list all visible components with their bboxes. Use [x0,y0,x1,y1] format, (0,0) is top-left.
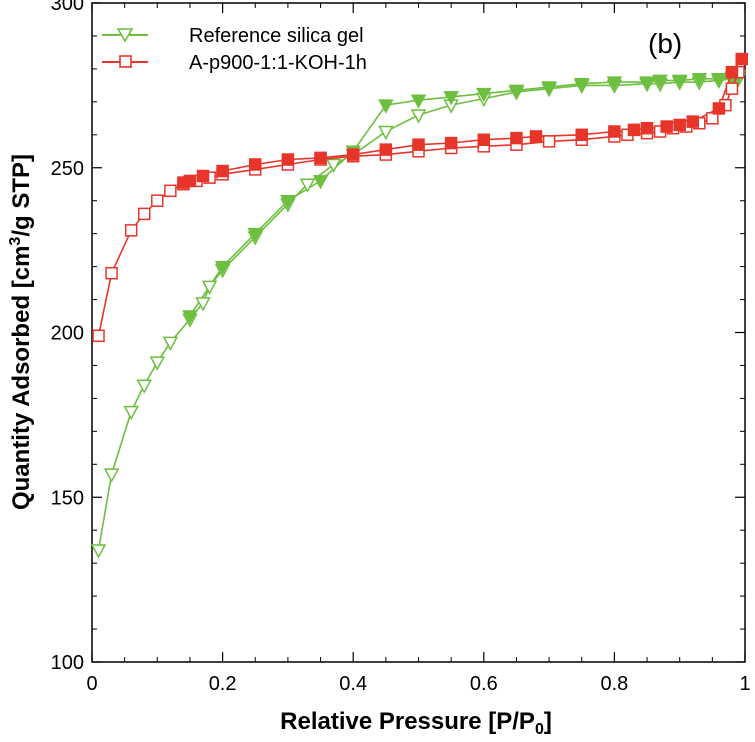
data-point-adsorption [325,158,342,174]
series-1 [92,52,748,343]
legend-label-a-p900: A-p900-1:1-KOH-1h [189,52,367,74]
data-point-adsorption [706,112,719,125]
data-point-desorption [573,77,590,93]
y-tick-label: 300 [51,0,84,15]
data-point-desorption [249,158,262,171]
data-point-desorption [281,153,295,166]
data-point-desorption [529,130,543,143]
data-point-adsorption [725,82,739,95]
data-point-desorption [660,120,673,133]
data-point-desorption [691,73,708,88]
data-point-adsorption [299,178,316,193]
data-point-adsorption [92,329,105,343]
data-point-desorption [508,84,525,99]
legend-entry-a-p900: A-p900-1:1-KOH-1h [102,52,367,74]
data-point-desorption [346,148,360,161]
data-point-desorption [639,76,655,91]
data-point-desorption [510,131,523,145]
data-point-desorption [247,227,264,243]
data-point-desorption [608,125,621,138]
y-tick-label: 150 [51,487,84,509]
data-point-adsorption [542,135,556,148]
data-point-desorption [652,74,668,90]
data-point-adsorption [124,224,138,237]
data-point-desorption [410,94,427,109]
data-point-desorption [671,74,688,90]
data-point-adsorption [201,280,218,295]
data-point-desorption [477,133,491,146]
data-point-adsorption [410,109,427,124]
data-point-desorption [379,143,393,156]
legend-marker-triangle-icon [116,28,134,43]
x-tick-label: 0.6 [470,673,498,695]
data-point-adsorption [149,356,166,371]
data-point-desorption [314,151,327,165]
data-point-adsorption [103,468,120,483]
panel-label: (b) [648,28,682,59]
data-point-desorption [216,164,229,178]
data-point-desorption [412,138,425,151]
data-point-adsorption [136,379,152,394]
data-point-desorption [725,65,739,79]
y-tick-label: 250 [51,158,84,180]
data-point-desorption [711,73,727,88]
data-point-desorption [735,52,748,66]
data-point-desorption [640,121,654,135]
y-axis-title: Quantity Adsorbed [cm3/g STP] [7,154,35,510]
data-point-adsorption [195,297,211,312]
data-point-adsorption [123,405,139,421]
data-point-desorption [443,91,459,106]
data-point-adsorption [164,184,177,198]
data-point-desorption [177,176,190,189]
data-point-desorption [673,118,686,132]
data-point-desorption [627,123,641,137]
data-point-adsorption [105,266,118,280]
series-line-desorption [189,74,739,317]
data-point-desorption [541,81,557,96]
x-tick-label: 0.4 [339,673,367,695]
x-tick-label: 0.8 [600,673,628,695]
data-point-desorption [606,76,623,91]
data-point-adsorption [162,336,179,351]
series-layer [90,52,748,559]
legend-entry-reference-silica-gel: Reference silica gel [102,25,364,47]
data-point-adsorption [90,544,107,559]
y-tick-label: 100 [51,652,84,674]
legend-marker-square-icon [119,55,132,68]
data-point-desorption [182,310,198,325]
data-point-desorption [214,260,231,276]
data-point-desorption [312,175,329,190]
data-point-desorption [444,136,458,150]
data-point-adsorption [378,125,394,141]
x-tick-label: 0.2 [209,673,237,695]
y-tick-label: 200 [51,323,84,345]
data-point-desorption [196,169,210,183]
x-tick-label: 0 [86,673,97,695]
data-point-desorption [280,194,296,210]
legend-label-reference-silica-gel: Reference silica gel [189,25,364,47]
data-point-desorption [575,128,588,142]
data-point-desorption [378,99,394,114]
data-point-desorption [712,102,726,115]
legend: Reference silica gel A-p900-1:1-KOH-1h [102,25,367,74]
data-point-desorption [476,87,492,103]
axis-ticks: 0 0.2 0.4 0.6 0.8 1 100 150 200 250 300 [51,0,751,695]
x-axis-title: Relative Pressure [P/P0] [280,708,552,738]
x-tick-label: 1 [739,673,750,695]
data-point-desorption [686,115,700,128]
data-point-adsorption [151,194,164,207]
data-point-adsorption [137,207,151,221]
